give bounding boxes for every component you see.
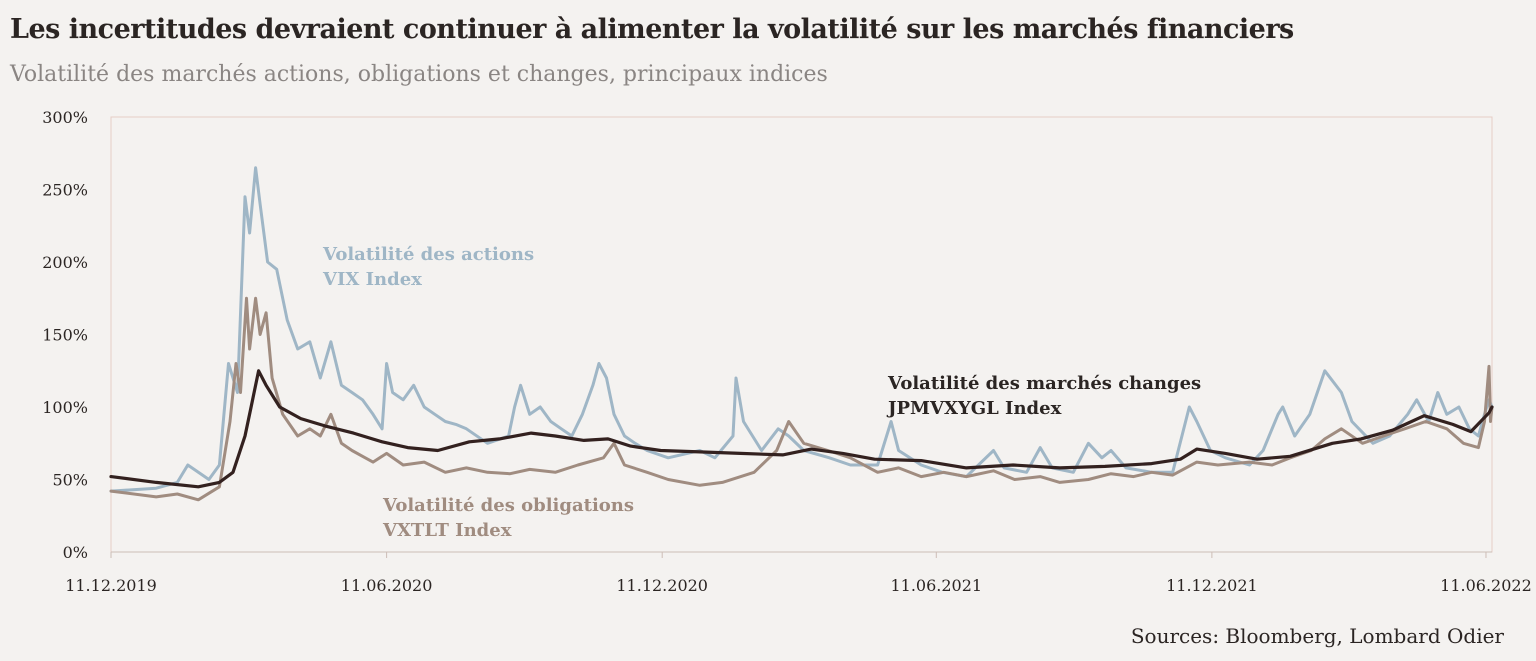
y-tick-label: 150%: [42, 326, 88, 345]
y-tick-label: 300%: [42, 108, 88, 127]
vix-label: Volatilité des actions: [322, 244, 534, 265]
y-axis: 0% 50% 100% 150% 200% 250% 300%: [42, 108, 88, 562]
x-tick-label: 11.12.2019: [65, 576, 157, 595]
x-tick-label: 11.06.2022: [1440, 576, 1532, 595]
series-line-jpm: [109, 369, 1494, 489]
vxtlt-sublabel: VXTLT Index: [382, 520, 512, 541]
jpm-sublabel: JPMVXYGL Index: [886, 398, 1062, 419]
y-tick-label: 250%: [42, 181, 88, 200]
x-tick-label: 11.06.2021: [890, 576, 982, 595]
x-tick-label: 11.12.2020: [616, 576, 708, 595]
y-tick-label: 100%: [42, 398, 88, 417]
chart-subtitle: Volatilité des marchés actions, obligati…: [10, 62, 828, 87]
chart-title: Les incertitudes devraient continuer à a…: [10, 14, 1294, 45]
x-tick-label: 11.12.2021: [1166, 576, 1258, 595]
y-tick-label: 200%: [42, 253, 88, 272]
vxtlt-label: Volatilité des obligations: [382, 495, 634, 516]
y-tick-label: 50%: [52, 471, 88, 490]
series-group: [109, 166, 1494, 502]
series-line-vix: [109, 166, 1494, 493]
plot-frame: [110, 116, 1493, 553]
y-tick-label: 0%: [63, 543, 88, 562]
x-tick-label: 11.06.2020: [341, 576, 433, 595]
source-note: Sources: Bloomberg, Lombard Odier: [1130, 624, 1504, 648]
x-axis: 11.12.2019 11.06.2020 11.12.2020 11.06.2021…: [65, 551, 1532, 595]
vix-sublabel: VIX Index: [322, 269, 422, 290]
jpm-label: Volatilité des marchés changes: [887, 373, 1201, 394]
series-line-vxtlt: [109, 296, 1494, 502]
